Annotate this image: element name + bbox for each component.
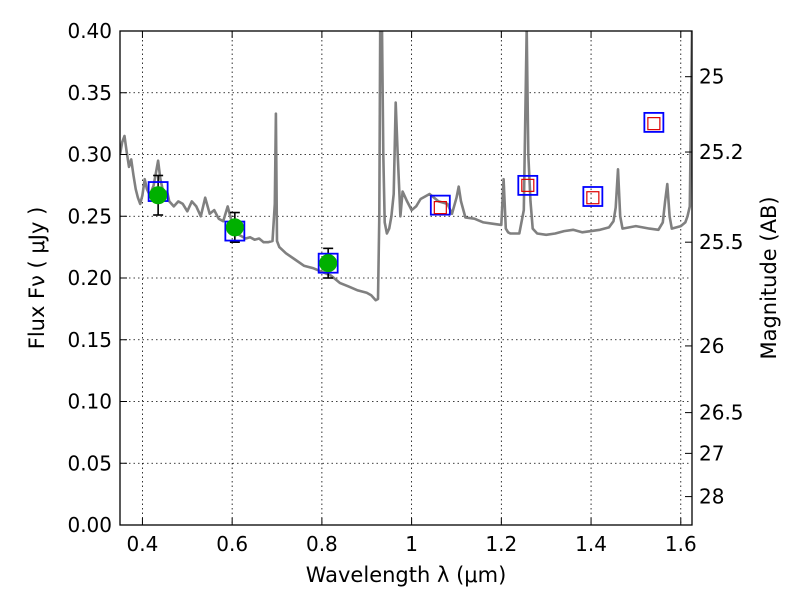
observed-flux-point — [319, 254, 338, 273]
x-tick-label: 1.6 — [665, 532, 697, 556]
mag-tick-label: 25 — [699, 65, 724, 89]
upper-limit-square — [433, 201, 447, 215]
x-tick-label: 1 — [405, 532, 418, 556]
y-tick-label: 0.40 — [67, 19, 112, 43]
axis-ticks: 0.4 0.6 0.8 1 1.2 1.4 1.6 0.00 0.05 0.10 0.15 0.20 0… — [67, 19, 743, 556]
y-tick-label: 0.10 — [67, 390, 112, 414]
mag-tick-label: 28 — [699, 485, 724, 509]
y-tick-label: 0.20 — [67, 266, 112, 290]
y-tick-label: 0.35 — [67, 81, 112, 105]
x-tick-label: 0.4 — [127, 532, 159, 556]
upper-limit-square — [586, 191, 600, 205]
upper-limit-square — [647, 117, 661, 131]
mag-tick-label: 25.5 — [699, 230, 744, 254]
y2-axis-label: Magnitude (AB) — [757, 196, 781, 359]
grid-lines — [120, 30, 692, 526]
observed-flux-point — [225, 218, 244, 237]
y-axis-label: Flux Fν ( μJy ) — [25, 207, 49, 350]
model-photometry-square — [643, 111, 665, 133]
mag-tick-label: 26.5 — [699, 401, 744, 425]
x-tick-label: 1.4 — [575, 532, 607, 556]
x-tick-label: 1.2 — [485, 532, 517, 556]
mag-tick-label: 25.2 — [699, 140, 744, 164]
x-tick-label: 0.8 — [306, 532, 338, 556]
upper-limit-square — [521, 178, 535, 192]
model-photometry-square — [517, 174, 539, 196]
y-tick-label: 0.00 — [67, 513, 112, 537]
model-photometry-square — [582, 186, 604, 207]
mag-tick-label: 27 — [699, 441, 724, 465]
x-axis-label: Wavelength λ (μm) — [306, 563, 507, 587]
y-tick-label: 0.05 — [67, 451, 112, 475]
x-tick-label: 0.6 — [216, 532, 248, 556]
y-tick-label: 0.25 — [67, 204, 112, 228]
observed-flux-point — [149, 186, 168, 205]
model-photometry-square — [429, 194, 451, 216]
y-tick-label: 0.15 — [67, 328, 112, 352]
model-photometry-square — [317, 252, 339, 274]
y-tick-label: 0.30 — [67, 143, 112, 167]
mag-tick-label: 26 — [699, 334, 724, 358]
plot-area — [120, 31, 692, 302]
spectrum-line — [120, 31, 692, 302]
